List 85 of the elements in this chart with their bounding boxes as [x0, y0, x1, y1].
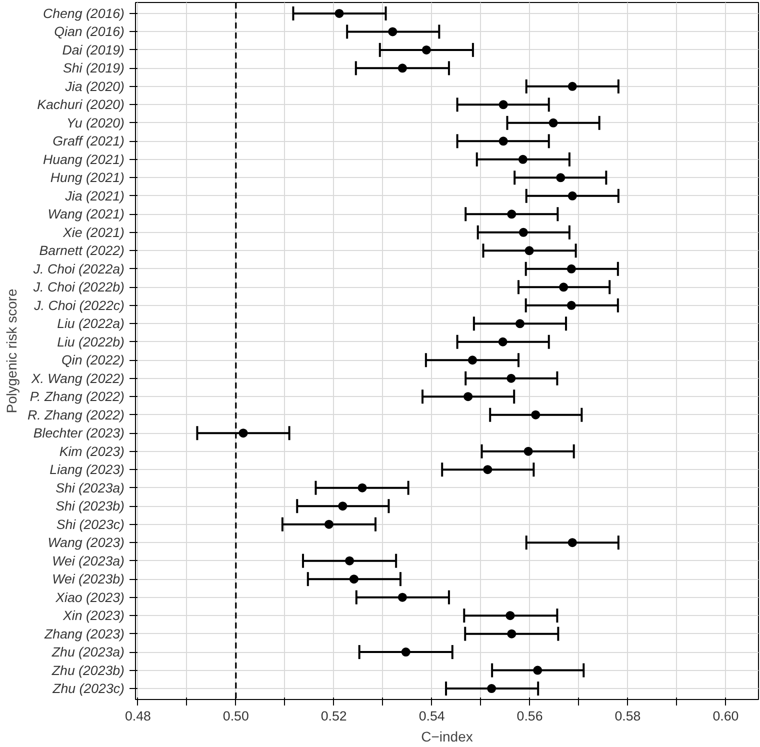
y-tick-label: Yu (2020) [66, 115, 125, 130]
point [507, 210, 516, 219]
y-tick-label: Xie (2021) [62, 224, 125, 240]
point [518, 228, 528, 237]
y-tick-label: Shi (2023c) [56, 516, 125, 532]
point [398, 64, 407, 73]
y-tick-label: J. Choi (2022c) [33, 298, 124, 313]
point [345, 556, 354, 566]
y-tick-label: Kim (2023) [59, 444, 125, 459]
point [559, 282, 568, 292]
point [518, 154, 528, 164]
point [566, 264, 576, 274]
point [487, 684, 496, 694]
point [524, 446, 533, 456]
y-tick-label: Cheng (2016) [42, 6, 125, 21]
point [515, 319, 524, 328]
point [334, 8, 344, 18]
y-tick-label: Qian (2016) [54, 24, 125, 40]
point [422, 45, 431, 54]
y-tick-label: Wang (2021) [48, 206, 125, 222]
y-axis-title: Polygenic risk score [3, 288, 20, 414]
y-tick-label: Kachuri (2020) [37, 97, 124, 112]
y-tick-label: Barnett (2022) [39, 243, 124, 258]
point [498, 337, 508, 346]
point [524, 246, 534, 256]
point [556, 173, 566, 182]
point [506, 374, 516, 383]
point [358, 483, 367, 492]
point [464, 392, 473, 402]
y-tick-label: Xiao (2023) [54, 590, 124, 605]
point [401, 648, 410, 657]
point [483, 465, 492, 474]
point [338, 502, 348, 511]
y-tick-label: Huang (2021) [42, 152, 125, 167]
point [398, 592, 407, 602]
x-tick-label: 0.56 [516, 708, 543, 724]
point [568, 538, 577, 548]
x-tick-label: 0.50 [222, 708, 249, 724]
point [507, 629, 516, 638]
y-tick-label: J. Choi (2022b) [32, 280, 124, 295]
y-tick-label: Zhu (2023a) [50, 644, 124, 660]
y-tick-label: Shi (2023a) [56, 480, 124, 496]
y-tick-label: Blechter (2023) [33, 426, 124, 441]
point [468, 356, 477, 365]
y-tick-label: Liu (2022a) [57, 316, 125, 332]
y-tick-label: Wei (2023b) [52, 572, 125, 587]
y-tick-label: J. Choi (2022a) [32, 261, 124, 276]
x-tick-label: 0.54 [418, 708, 446, 724]
y-tick-label: Shi (2019) [63, 60, 125, 76]
y-tick-label: Dai (2019) [62, 42, 125, 58]
point [533, 666, 542, 675]
y-tick-label: Jia (2020) [64, 78, 125, 94]
y-tick-label: Shi (2023b) [56, 498, 124, 514]
point [568, 191, 577, 200]
point [498, 100, 508, 110]
point [238, 428, 248, 438]
y-tick-label: Jia (2021) [64, 188, 125, 204]
y-tick-label: Wei (2023a) [52, 553, 125, 568]
point [506, 611, 515, 620]
y-tick-label: P. Zhang (2022) [30, 389, 125, 404]
y-tick-label: Liu (2022b) [57, 334, 125, 350]
x-tick-label: 0.52 [320, 708, 347, 724]
point [324, 520, 334, 529]
y-tick-label: X. Wang (2022) [30, 370, 125, 386]
y-tick-label: Hung (2021) [50, 170, 124, 186]
point [566, 300, 576, 310]
point [568, 82, 577, 91]
point [388, 27, 398, 36]
y-tick-label: Liang (2023) [50, 462, 125, 478]
y-tick-label: Xin (2023) [62, 608, 125, 624]
y-tick-label: Zhu (2023c) [52, 681, 125, 696]
point [349, 574, 358, 584]
y-tick-label: Graff (2021) [52, 134, 125, 149]
y-tick-label: R. Zhang (2022) [27, 407, 125, 422]
x-tick-label: 0.58 [614, 708, 641, 724]
y-tick-label: Wang (2023) [48, 535, 125, 550]
point [498, 136, 508, 146]
y-tick-label: Qin (2022) [62, 352, 125, 368]
x-axis-title: C−index [421, 728, 473, 744]
y-tick-label: Zhang (2023) [43, 626, 125, 642]
y-tick-label: Zhu (2023b) [50, 662, 124, 678]
point [531, 410, 540, 420]
x-tick-label: 0.60 [712, 708, 739, 724]
x-tick-label: 0.48 [124, 708, 151, 724]
point [548, 118, 558, 128]
